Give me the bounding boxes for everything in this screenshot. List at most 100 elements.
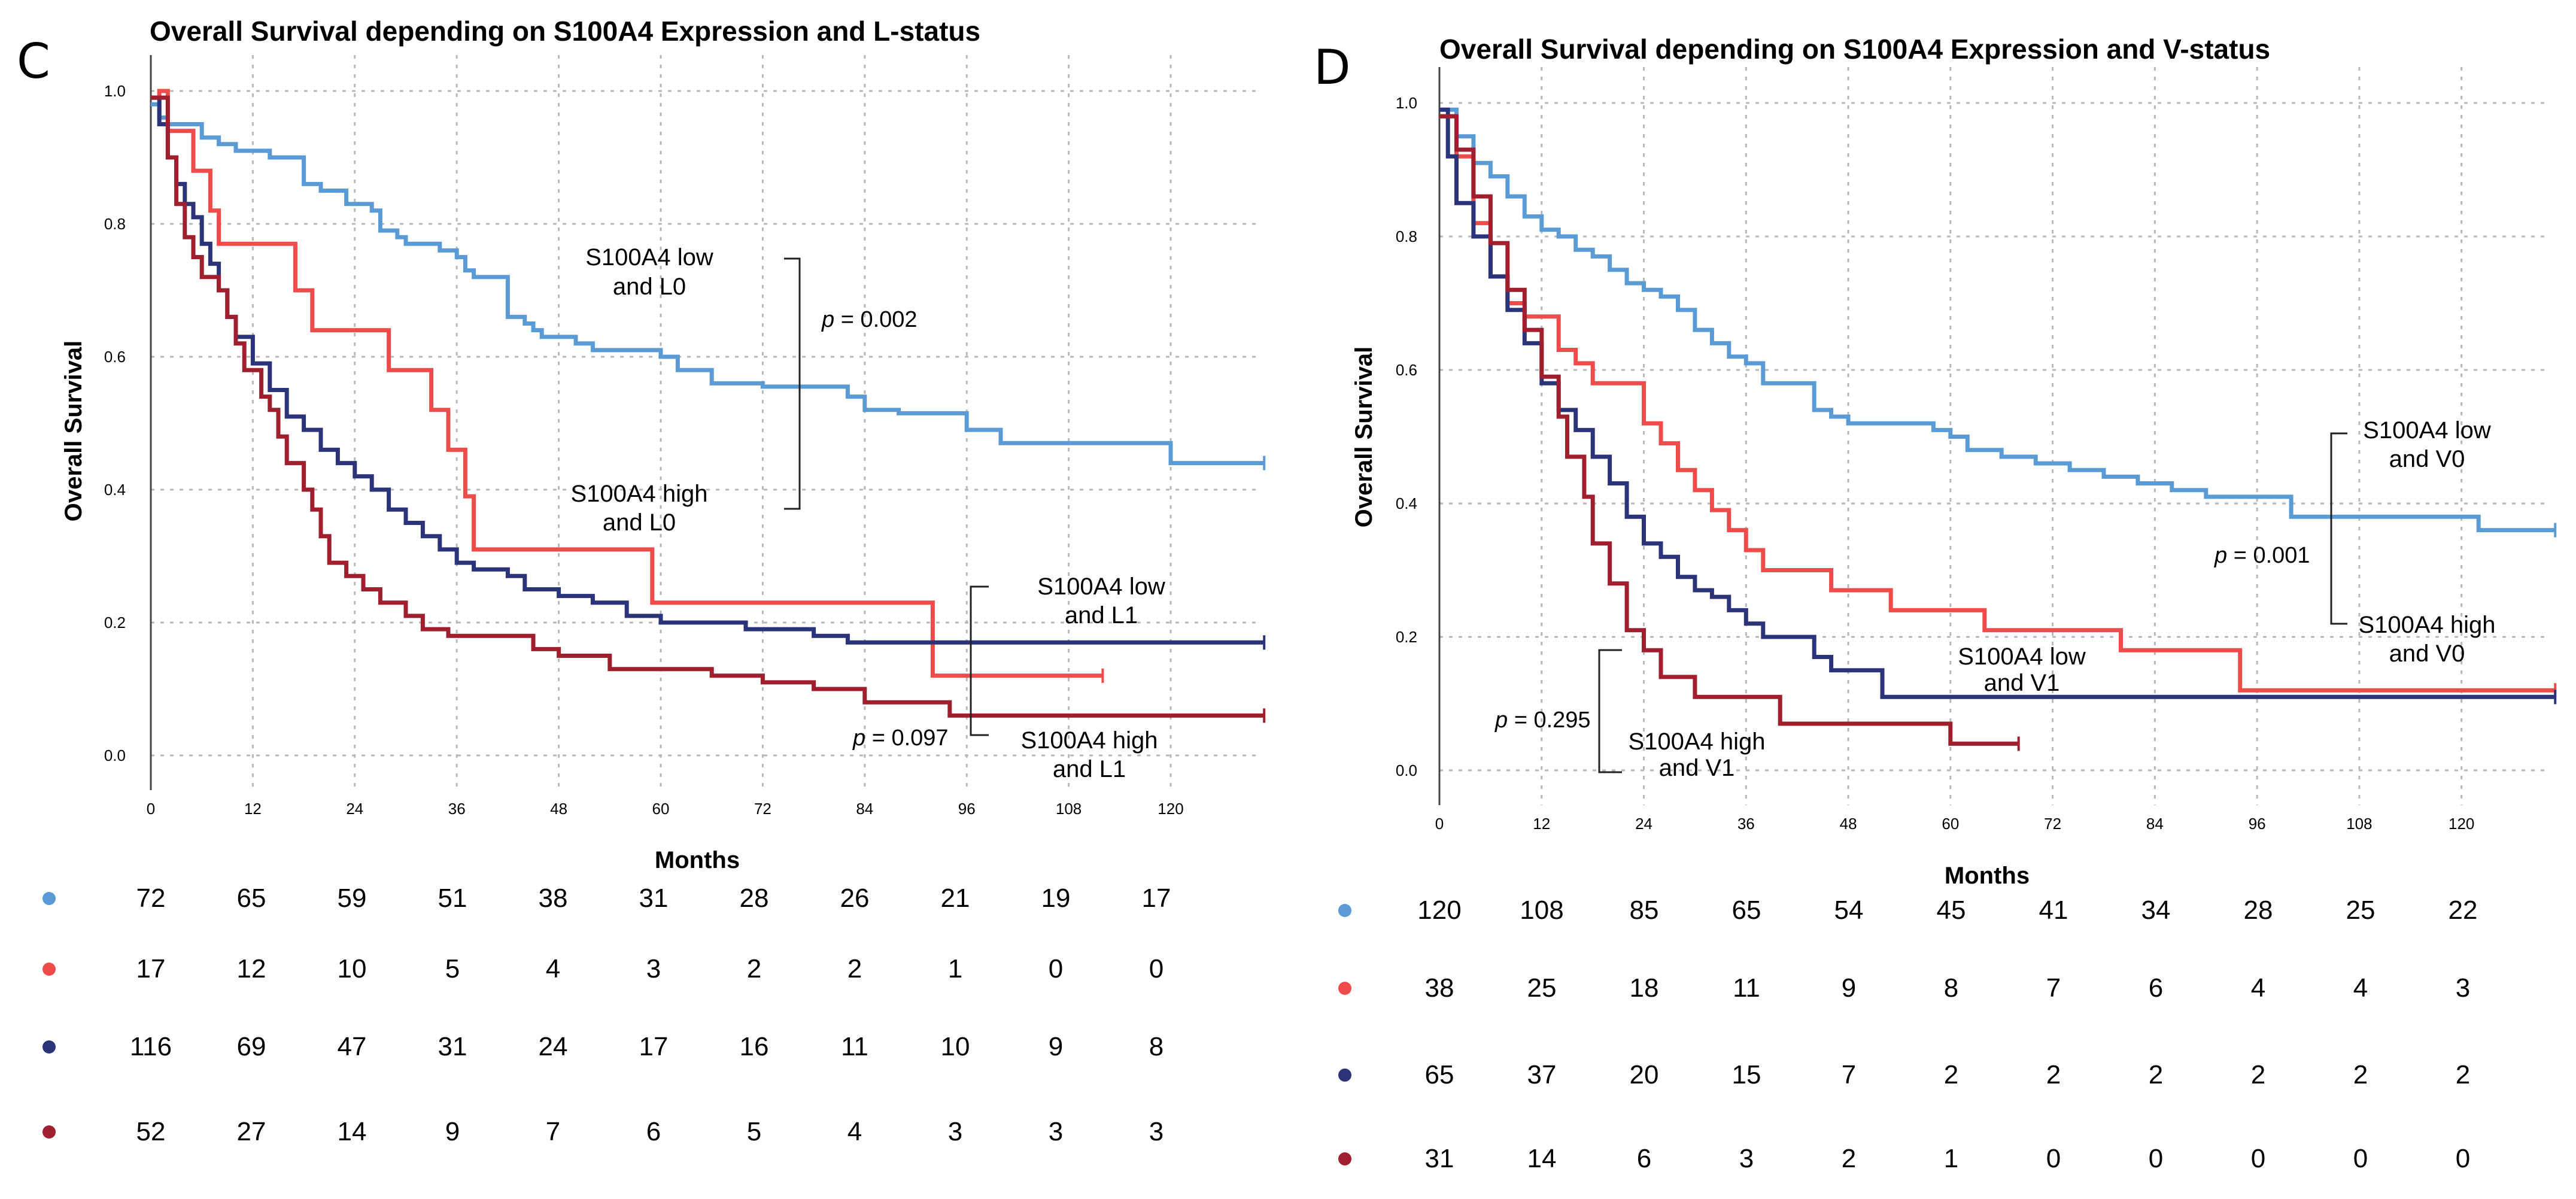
risk-count: 6 (2149, 973, 2163, 1003)
risk-count: 0 (1149, 954, 1164, 984)
risk-count: 3 (1149, 1117, 1164, 1146)
risk-count: 120 (1417, 896, 1461, 925)
p-value: p = 0.002 (821, 307, 918, 332)
risk-count: 9 (1842, 973, 1856, 1003)
risk-count: 10 (338, 954, 367, 984)
risk-count: 19 (1041, 884, 1071, 913)
chart-title: Overall Survival depending on S100A4 Exp… (1439, 34, 2270, 65)
x-tick-label: 120 (2449, 815, 2474, 833)
risk-count: 27 (237, 1117, 266, 1146)
chart-title: Overall Survival depending on S100A4 Exp… (150, 16, 980, 47)
risk-row-marker (42, 1125, 56, 1139)
annotation-line: S100A4 high (1628, 728, 1765, 755)
risk-count: 3 (1739, 1144, 1754, 1173)
x-tick-label: 0 (1435, 815, 1444, 833)
x-tick-label: 0 (147, 800, 155, 818)
annotation-line: and V0 (2389, 446, 2465, 472)
ticks: 0 12 24 36 48 60 72 84 96 108 120 0.0 0.2 0.4 0.6 0.8 1.… (104, 82, 1184, 818)
survival-curve-2 (1439, 114, 2556, 693)
panel-letter: C (17, 34, 50, 89)
x-tick-label: 96 (2249, 815, 2266, 833)
annotation-line: and L0 (613, 274, 686, 300)
risk-count: 14 (338, 1117, 367, 1146)
x-tick-label: 120 (1158, 800, 1183, 818)
pvalue-bracket (2330, 432, 2347, 625)
risk-count: 2 (2456, 1060, 2470, 1089)
y-axis-label: Overall Survival (60, 341, 87, 521)
risk-count: 72 (136, 884, 166, 913)
annotation-line: and L1 (1053, 756, 1126, 782)
risk-row-marker (1338, 1069, 1351, 1082)
annotation-low-v1: S100A4 low and V1 (1958, 643, 2086, 696)
risk-row-marker (1338, 1152, 1351, 1165)
y-tick-label: 0.6 (104, 348, 126, 366)
risk-count: 2 (2046, 1060, 2061, 1089)
y-tick-label: 0.2 (1396, 628, 1417, 646)
risk-count: 8 (1149, 1032, 1164, 1061)
x-tick-label: 84 (2146, 815, 2164, 833)
survival-curve-3 (1439, 107, 2556, 699)
y-tick-label: 0.8 (104, 215, 126, 233)
risk-count: 12 (237, 954, 266, 984)
annotation-low-l1: S100A4 low and L1 (1037, 573, 1165, 629)
risk-count: 6 (1637, 1144, 1651, 1173)
risk-count: 1 (1944, 1144, 1958, 1173)
risk-row-marker (42, 963, 56, 976)
risk-count: 7 (1842, 1060, 1856, 1089)
x-tick-label: 96 (958, 800, 976, 818)
y-tick-label: 0.2 (104, 614, 126, 632)
survival-curves (1439, 107, 2557, 751)
risk-count: 2 (2353, 1060, 2368, 1089)
annotation-low-v0: S100A4 low and V0 (2363, 417, 2491, 472)
annotation-high-l1: S100A4 high and L1 (1020, 727, 1158, 782)
risk-count: 7 (546, 1117, 560, 1146)
grid (1438, 67, 2547, 805)
x-tick-label: 12 (1533, 815, 1550, 833)
x-tick-label: 60 (652, 800, 670, 818)
x-tick-label: 36 (1737, 815, 1755, 833)
p-value: p = 0.295 (1494, 708, 1591, 733)
risk-count: 25 (1527, 973, 1557, 1003)
annotation-line: S100A4 high (570, 481, 707, 507)
risk-count: 31 (438, 1032, 467, 1061)
annotation-line: and L0 (603, 509, 676, 536)
annotation-low-l0: S100A4 low and L0 (585, 244, 713, 300)
panel-c: C Overall Survival depending on S100A4 E… (17, 16, 1266, 1146)
risk-count: 2 (2251, 1060, 2265, 1089)
y-tick-label: 0.0 (1396, 761, 1417, 779)
risk-count: 2 (747, 954, 761, 984)
risk-row-marker (1338, 904, 1351, 917)
risk-count: 9 (445, 1117, 460, 1146)
risk-count: 17 (639, 1032, 669, 1061)
risk-count: 69 (237, 1032, 266, 1061)
x-tick-label: 36 (448, 800, 466, 818)
risk-count: 0 (2353, 1144, 2368, 1173)
risk-count: 14 (1527, 1144, 1557, 1173)
annotation-line: S100A4 high (2358, 612, 2495, 638)
risk-count: 2 (847, 954, 862, 984)
risk-count: 3 (1049, 1117, 1063, 1146)
x-axis-label: Months (1945, 863, 2030, 889)
risk-count: 5 (747, 1117, 761, 1146)
risk-count: 18 (1630, 973, 1659, 1003)
ticks: 0 12 24 36 48 60 72 84 96 108 120 0.0 0.2 0.4 0.6 0.8 1.… (1396, 94, 2475, 833)
annotation-line: and V1 (1659, 755, 1735, 781)
pvalue-bracket (970, 585, 989, 736)
annotation-high-v1: S100A4 high and V1 (1628, 728, 1765, 781)
annotation-line: S100A4 low (585, 244, 713, 271)
risk-count: 65 (1425, 1060, 1454, 1089)
risk-count: 26 (840, 884, 870, 913)
risk-count: 31 (639, 884, 669, 913)
x-tick-label: 84 (856, 800, 873, 818)
x-tick-label: 72 (754, 800, 771, 818)
risk-row-marker (1338, 982, 1351, 995)
y-tick-label: 0.0 (104, 746, 126, 764)
risk-count: 4 (847, 1117, 862, 1146)
x-tick-label: 48 (550, 800, 567, 818)
risk-count: 4 (2353, 973, 2368, 1003)
risk-count: 28 (2244, 896, 2273, 925)
annotation-line: S100A4 low (2363, 417, 2491, 444)
y-tick-label: 0.6 (1396, 361, 1417, 379)
